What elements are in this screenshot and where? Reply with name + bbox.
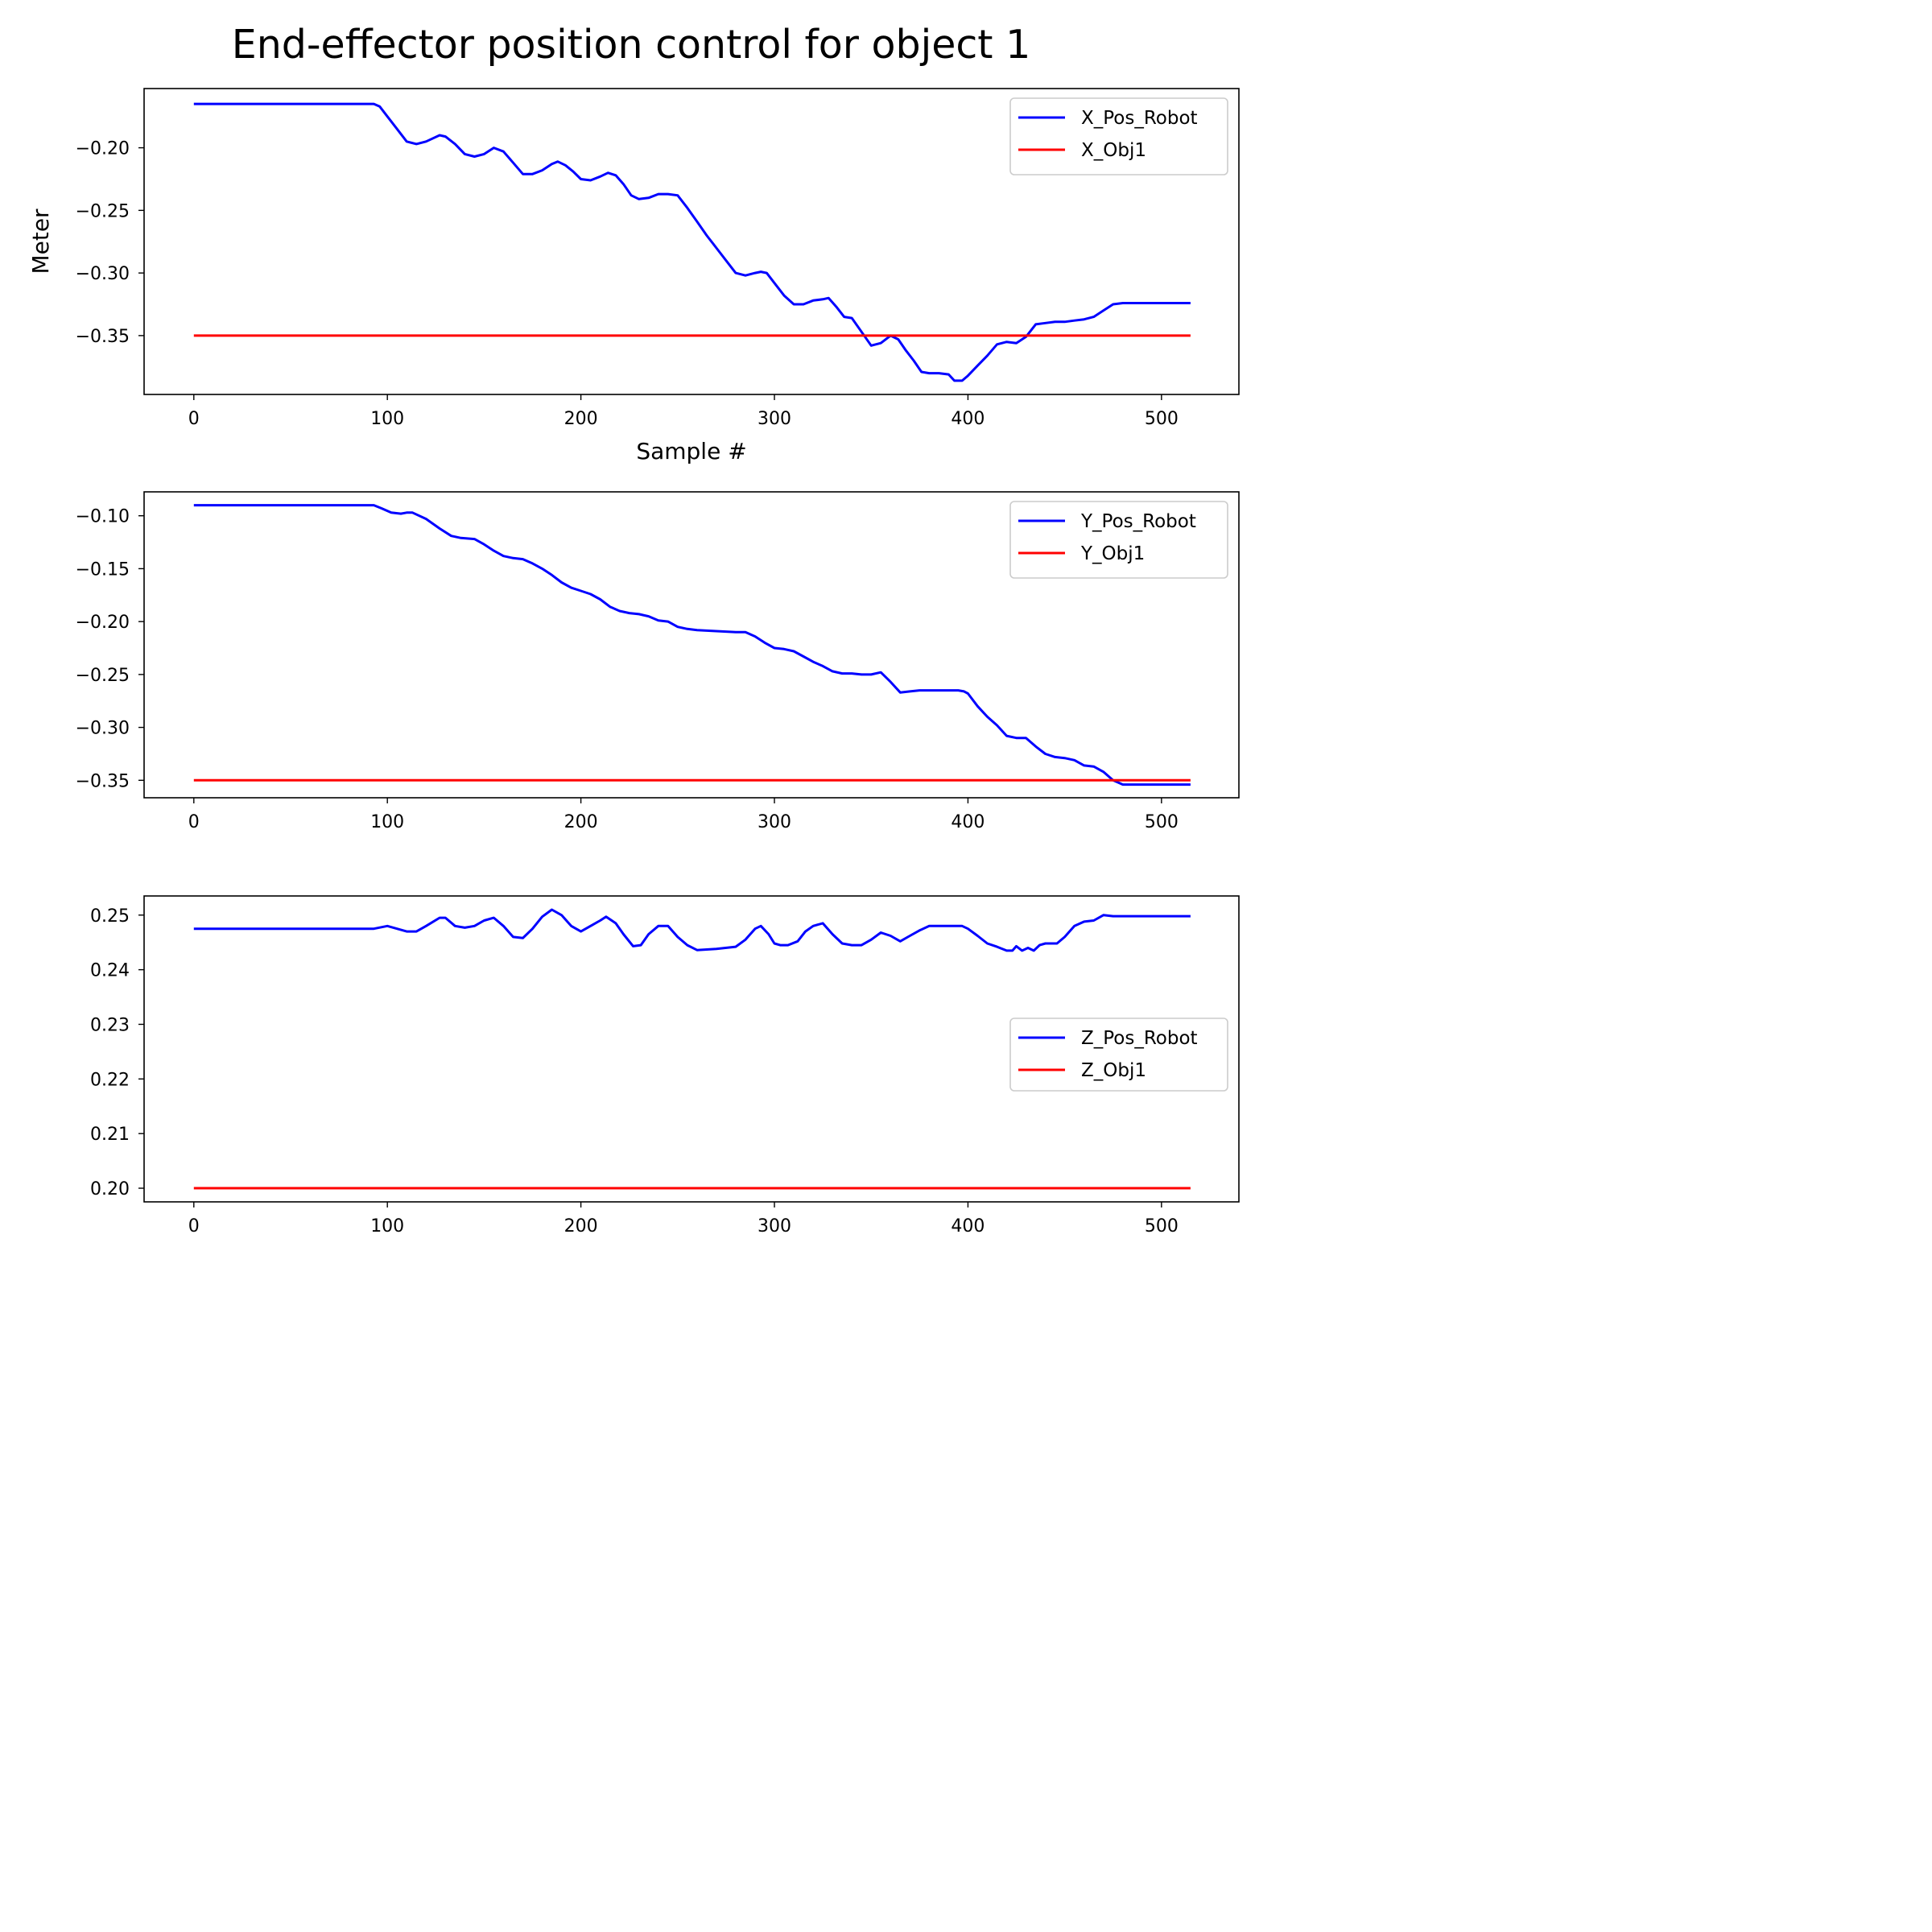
x-tick-label: 500: [1145, 1216, 1179, 1236]
y-tick-label: −0.30: [76, 719, 130, 739]
x-tick-label: 0: [188, 812, 200, 832]
legend-label: Y_Pos_Robot: [1080, 511, 1196, 532]
y-axis-label: Meter: [27, 208, 54, 275]
x-tick-label: 200: [564, 1216, 598, 1236]
x-tick-label: 500: [1145, 409, 1179, 429]
legend-label: X_Pos_Robot: [1081, 108, 1198, 129]
y-tick-label: −0.35: [76, 771, 130, 791]
subplot-1: 0 100 200 300 400 500 −0.20 −0.25 −0.30 −0.35 Samp…: [27, 88, 1240, 464]
y-tick-label: 0.24: [90, 961, 130, 981]
axes-frame: [143, 88, 1240, 395]
x-tick-label: 100: [370, 1216, 404, 1236]
y-tick-label: −0.15: [76, 559, 130, 580]
x-tick-label: 400: [951, 1216, 985, 1236]
legend-label: Z_Pos_Robot: [1081, 1028, 1198, 1049]
x-tick-label: 0: [188, 409, 200, 429]
x-tick-label: 300: [758, 812, 791, 832]
legend: Y_Pos_Robot Y_Obj1: [1009, 501, 1228, 579]
y-tick-label: −0.35: [76, 327, 130, 347]
series-line-z-pos-robot: [193, 908, 1191, 952]
axes-frame: [143, 491, 1240, 799]
y-tick-label: −0.30: [76, 264, 130, 284]
legend-label: Y_Obj1: [1080, 543, 1145, 564]
x-tick-label: 300: [758, 1216, 791, 1236]
legend-label: X_Obj1: [1081, 140, 1146, 161]
axes-frame: [143, 895, 1240, 1203]
x-tick-label: 400: [951, 409, 985, 429]
x-tick-label: 100: [370, 409, 404, 429]
x-axis-label: Sample #: [636, 438, 746, 464]
figure: End-effector position control for object…: [0, 0, 1261, 1261]
series-line-y-pos-robot: [193, 504, 1191, 786]
y-tick-label: 0.25: [90, 906, 130, 927]
y-tick-label: 0.20: [90, 1179, 130, 1199]
y-tick-label: 0.23: [90, 1015, 130, 1035]
legend: X_Pos_Robot X_Obj1: [1009, 97, 1228, 175]
y-tick-label: −0.25: [76, 201, 130, 221]
y-tick-label: −0.10: [76, 507, 130, 527]
y-tick-label: 0.21: [90, 1125, 130, 1145]
x-tick-label: 300: [758, 409, 791, 429]
x-tick-label: 200: [564, 812, 598, 832]
x-tick-label: 400: [951, 812, 985, 832]
x-tick-label: 100: [370, 812, 404, 832]
subplots: 0 100 200 300 400 500 −0.20 −0.25 −0.30 −0.35 Samp…: [27, 88, 1240, 1236]
y-tick-label: −0.20: [76, 139, 130, 159]
subplot-3: 0 100 200 300 400 500 0.20 0.21 0.22 0.23 0.24 0.25…: [90, 895, 1240, 1236]
series-line-x-pos-robot: [193, 102, 1191, 382]
x-tick-label: 200: [564, 409, 598, 429]
figure-title: End-effector position control for object…: [232, 22, 1031, 68]
legend-label: Z_Obj1: [1081, 1060, 1146, 1081]
subplot-2: 0 100 200 300 400 500 −0.10 −0.15 −0.20 −0.25 −0.3…: [76, 491, 1240, 832]
y-tick-label: −0.20: [76, 613, 130, 633]
y-tick-label: −0.25: [76, 666, 130, 686]
x-tick-label: 500: [1145, 812, 1179, 832]
x-tick-label: 0: [188, 1216, 200, 1236]
y-tick-label: 0.22: [90, 1070, 130, 1090]
legend: Z_Pos_Robot Z_Obj1: [1009, 1018, 1228, 1092]
